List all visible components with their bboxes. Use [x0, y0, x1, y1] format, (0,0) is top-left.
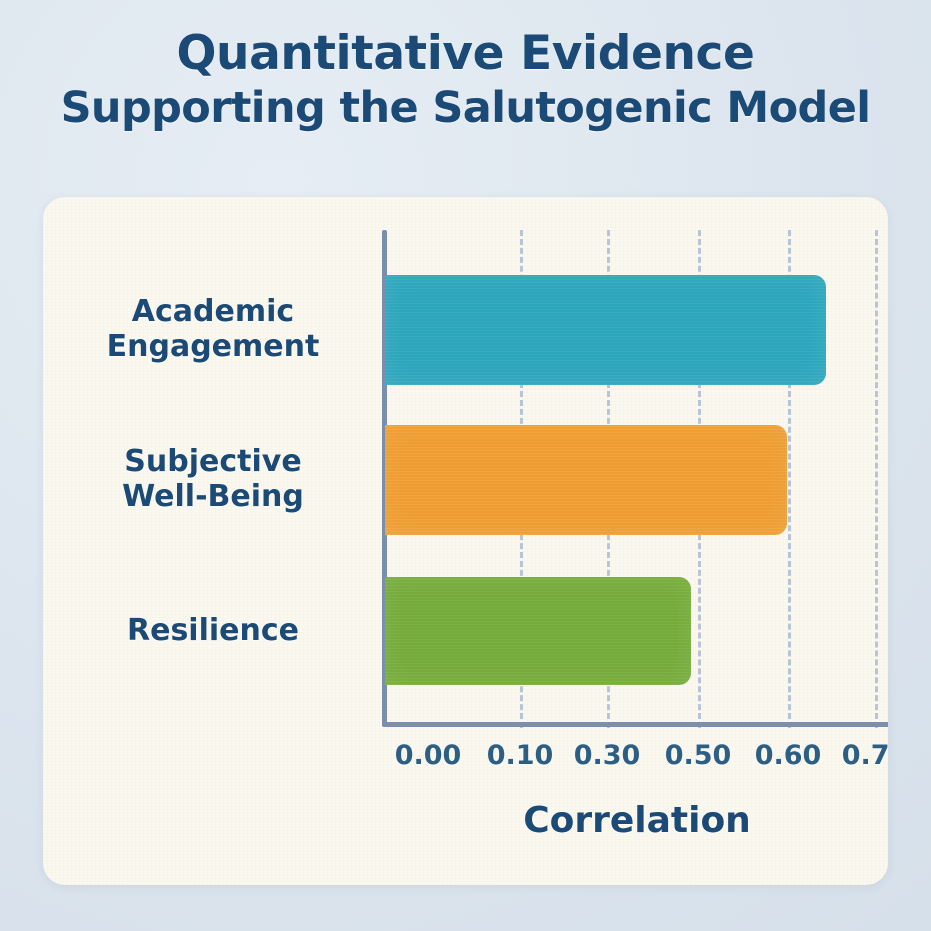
- category-label-text: Subjective Well-Being: [63, 444, 363, 515]
- bar-subjective-well-being[interactable]: [385, 425, 787, 535]
- bar-texture: [385, 275, 826, 385]
- bar-chart-plot-area: Academic Engagement Subjective Well-Bein…: [43, 197, 888, 885]
- category-label-academic-engagement: Academic Engagement: [63, 275, 363, 385]
- y-axis-line: [382, 230, 387, 725]
- x-tick-label-3: 0.50: [664, 740, 732, 771]
- bar-texture: [385, 425, 787, 535]
- category-label-text: Academic Engagement: [63, 294, 363, 365]
- category-label-line1: Subjective: [124, 444, 302, 480]
- x-axis-line: [382, 722, 888, 727]
- chart-card: Academic Engagement Subjective Well-Bein…: [43, 197, 888, 885]
- x-tick-label-4: 0.60: [754, 740, 822, 771]
- x-tick-label-5: 0.70: [841, 740, 888, 771]
- x-tick-label-2: 0.30: [573, 740, 641, 771]
- x-axis-title: Correlation: [523, 800, 751, 841]
- bar-resilience[interactable]: [385, 577, 691, 685]
- category-label-text: Resilience: [63, 612, 363, 649]
- category-label-line1: Resilience: [127, 612, 299, 648]
- gridline-0.70: [875, 230, 878, 728]
- chart-title-block: Quantitative Evidence Supporting the Sal…: [0, 26, 931, 133]
- category-label-line1: Academic: [131, 294, 295, 330]
- category-label-resilience: Resilience: [63, 577, 363, 685]
- x-tick-label-0: 0.00: [394, 740, 462, 771]
- category-label-line2: Engagement: [106, 329, 320, 364]
- gridline-0.60: [788, 230, 791, 728]
- category-label-subjective-well-being: Subjective Well-Being: [63, 425, 363, 535]
- page-subtitle: Supporting the Salutogenic Model: [60, 82, 871, 133]
- page-title: Quantitative Evidence: [176, 26, 755, 81]
- x-tick-label-1: 0.10: [486, 740, 554, 771]
- bar-texture: [385, 577, 691, 685]
- category-label-line2: Well-Being: [122, 479, 304, 514]
- bar-academic-engagement[interactable]: [385, 275, 826, 385]
